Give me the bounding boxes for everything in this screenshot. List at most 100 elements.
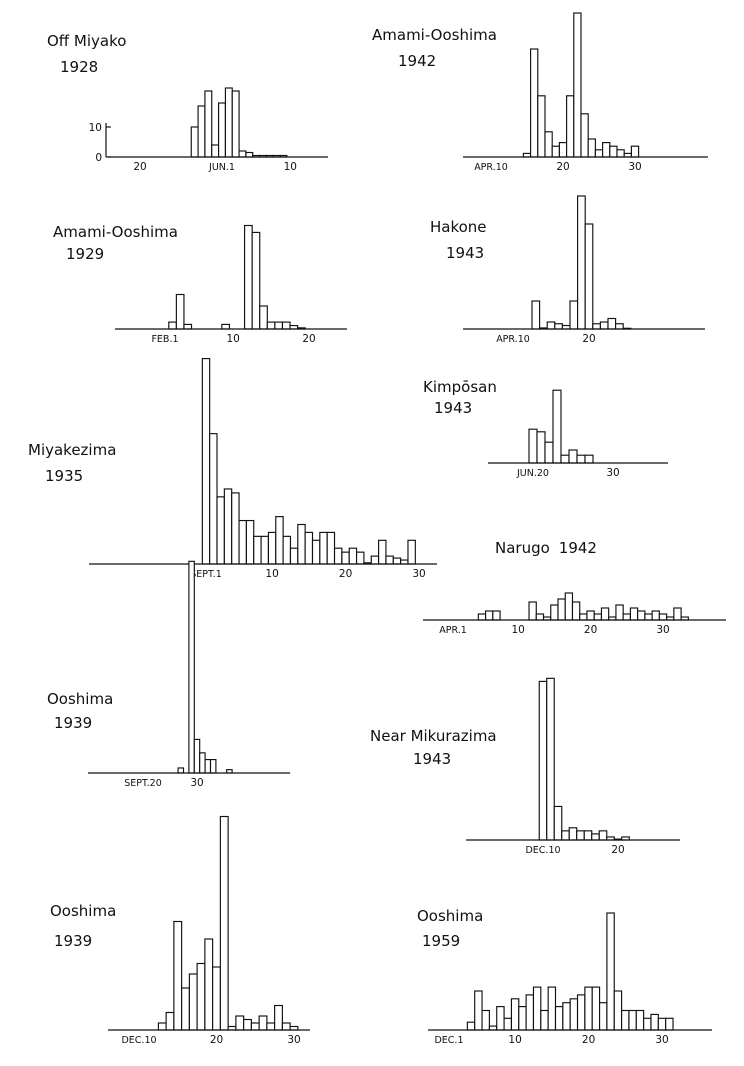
histogram-bar <box>333 547 343 565</box>
panel-year: 1928 <box>60 58 98 76</box>
panel-title: Narugo <box>495 539 550 557</box>
x-tick-label: 20 <box>302 333 315 345</box>
histogram-bar <box>571 601 581 621</box>
histogram-bar <box>485 610 494 621</box>
panel-year: 1943 <box>434 399 472 417</box>
histogram-bar <box>651 610 660 621</box>
histogram-bar <box>544 441 554 464</box>
histogram-bar <box>244 224 253 330</box>
histogram-bar <box>157 1022 167 1031</box>
y-tick-label: 10 <box>89 122 102 134</box>
histogram-bar <box>599 321 609 330</box>
histogram-bar <box>274 1004 283 1031</box>
histogram-bar <box>551 145 560 158</box>
histogram-bar <box>370 555 380 565</box>
histogram-bar <box>260 535 270 565</box>
histogram-bar <box>583 830 593 841</box>
histogram-bar <box>576 454 586 464</box>
histogram-bar <box>536 431 546 464</box>
panel-year: 1929 <box>66 245 104 263</box>
histogram-bar <box>348 547 358 565</box>
histogram-panel-7: APR.1 10 20 30 Narugo 1942 <box>423 539 726 636</box>
histogram-panel-1: 20 JUN.1 10 10 0 Off Miyako 1928 <box>47 32 328 173</box>
x-tick-label: 20 <box>133 161 146 173</box>
x-tick-label: JUN.20 <box>516 468 549 479</box>
histogram-bar <box>609 145 618 158</box>
histogram-bar <box>525 994 535 1031</box>
panel-title: Ooshima <box>417 907 483 925</box>
histogram-bar <box>477 613 487 621</box>
histogram-bar <box>510 998 520 1031</box>
panel-year: 1959 <box>422 932 460 950</box>
histogram-bar <box>496 1006 505 1031</box>
histogram-bar <box>560 454 570 464</box>
x-tick-label: 10 <box>265 568 278 580</box>
histogram-bar <box>378 539 387 565</box>
histogram-bar <box>243 1018 252 1031</box>
histogram-panel-11: DEC.1 10 20 30 Ooshima 1959 <box>417 907 712 1046</box>
histogram-bar <box>503 1017 513 1031</box>
histogram-bar <box>173 920 183 1031</box>
histogram-bar <box>259 305 268 330</box>
histogram-bar <box>637 610 646 621</box>
histogram-bar <box>584 986 593 1031</box>
histogram-bar <box>593 613 603 621</box>
histogram-bar <box>591 986 601 1031</box>
x-tick-label: 30 <box>628 161 641 173</box>
histogram-bar <box>251 231 261 330</box>
histogram-bar <box>562 1002 571 1031</box>
histogram-bar <box>281 1022 291 1031</box>
histogram-bar <box>481 1009 490 1031</box>
histogram-bar <box>576 830 585 841</box>
x-tick-label: 20 <box>584 624 597 636</box>
histogram-bar <box>629 607 639 621</box>
histogram-bar <box>630 145 640 158</box>
histogram-bar <box>547 986 557 1031</box>
histogram-bar <box>535 613 545 621</box>
panel-title: Off Miyako <box>47 32 126 50</box>
histogram-bar <box>219 815 229 1031</box>
histogram-bar <box>297 523 306 565</box>
histogram-bar <box>621 1009 630 1031</box>
histogram-bar <box>204 938 214 1031</box>
histogram-bar <box>602 142 611 158</box>
x-tick-label: 20 <box>556 161 569 173</box>
histogram-bar <box>188 973 198 1031</box>
histogram-bar <box>594 149 604 158</box>
x-tick-label: SEPT.20 <box>124 778 162 789</box>
histogram-bar <box>616 149 625 158</box>
x-tick-label: 20 <box>210 1034 223 1046</box>
histogram-bar <box>591 833 600 841</box>
histogram-bar <box>311 539 321 565</box>
histogram-panel-5: JUN.20 30 Kimpōsan 1943 <box>423 378 668 479</box>
histogram-bar <box>183 323 193 330</box>
panel-title: Amami-Ooshima <box>372 26 497 44</box>
histogram-bar <box>281 321 291 330</box>
x-tick-label: APR.10 <box>474 162 508 173</box>
x-tick-label: DEC.10 <box>121 1035 156 1046</box>
histogram-bar <box>643 1017 652 1031</box>
histogram-bar <box>392 557 402 565</box>
histogram-bar <box>576 994 586 1031</box>
x-tick-label: FEB.1 <box>151 334 178 345</box>
histogram-bar <box>598 830 608 841</box>
panel-year: 1943 <box>446 244 484 262</box>
histogram-bar <box>224 87 233 158</box>
histogram-bar <box>199 752 206 774</box>
histogram-bar <box>274 321 284 330</box>
histogram-bar <box>546 677 555 841</box>
histogram-bar <box>211 144 220 158</box>
histogram-panel-3: FEB.1 10 20 Amami-Ooshima 1929 <box>53 223 347 345</box>
histogram-bar <box>235 1015 245 1031</box>
histogram-bar <box>231 492 240 565</box>
histogram-bar <box>250 1022 260 1031</box>
histogram-bar <box>267 531 277 565</box>
histogram-bar <box>190 126 199 158</box>
histogram-bar <box>607 317 617 330</box>
histogram-bar <box>355 551 365 565</box>
histogram-bar <box>253 535 262 565</box>
histogram-bar <box>553 805 563 841</box>
x-tick-label: 30 <box>655 1034 668 1046</box>
panel-year: 1939 <box>54 714 92 732</box>
panel-title: Miyakezima <box>28 441 116 459</box>
